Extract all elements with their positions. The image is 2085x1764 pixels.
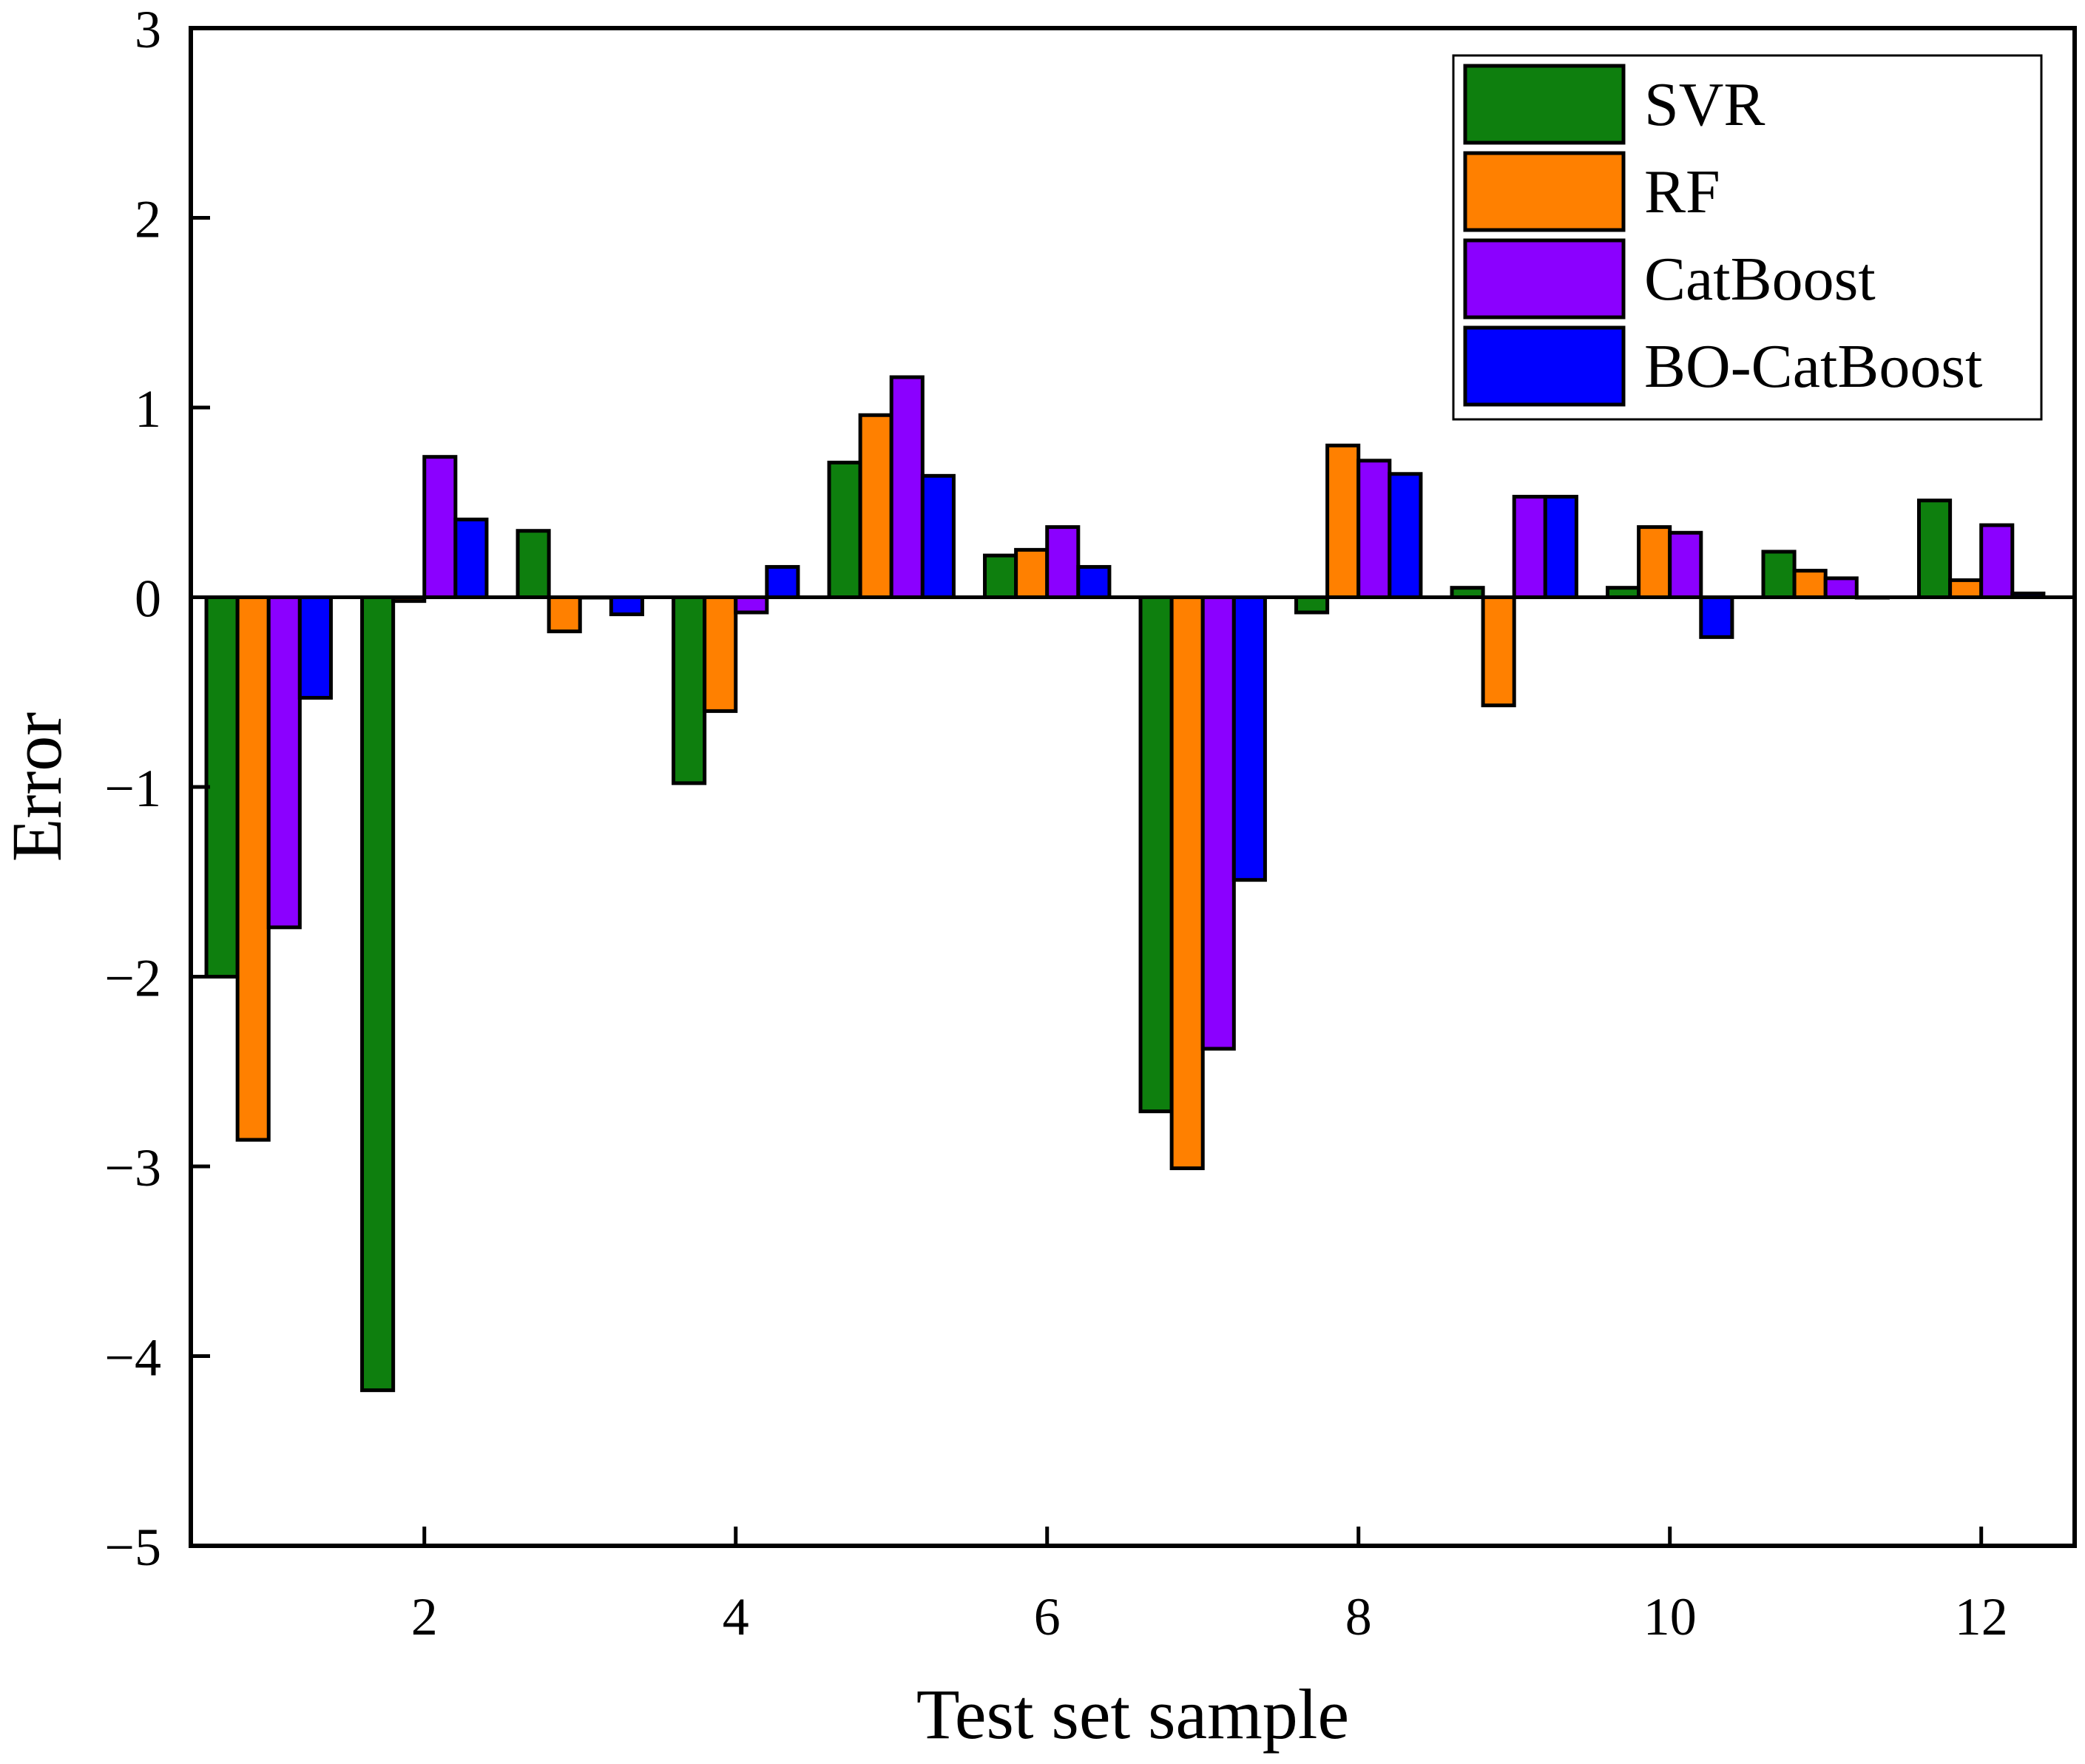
bar-bo-catboost-sample-7 — [1231, 595, 1267, 882]
bar-bo-catboost-sample-9 — [1543, 495, 1578, 599]
bar-bo-catboost-sample-3 — [609, 595, 644, 617]
y-tick-label: 0 — [135, 570, 161, 629]
legend-swatch — [1463, 64, 1626, 145]
bar-catboost-sample-2 — [422, 455, 458, 599]
bar-svr-sample-11 — [1761, 550, 1797, 600]
bar-rf-sample-10 — [1637, 525, 1672, 599]
y-tick-label: −2 — [104, 949, 161, 1008]
legend-swatch — [1463, 151, 1626, 232]
bar-rf-sample-7 — [1169, 595, 1205, 1171]
bar-bo-catboost-sample-6 — [1076, 564, 1112, 600]
y-tick-label: −1 — [104, 759, 161, 818]
y-axis: −5 −4 −3 −2 −1 0 1 2 3 — [104, 0, 210, 1577]
legend-swatch — [1463, 238, 1626, 320]
x-tick-label: 4 — [723, 1587, 749, 1646]
x-axis: 2 4 6 8 10 12 — [411, 1527, 2008, 1646]
bar-svr-sample-7 — [1138, 595, 1174, 1114]
y-tick-label: 2 — [135, 190, 161, 249]
y-tick-label: 1 — [135, 379, 161, 439]
bar-svr-sample-1 — [204, 595, 240, 979]
bar-catboost-sample-12 — [1979, 523, 2015, 600]
y-tick-label: −4 — [104, 1328, 161, 1388]
bar-catboost-sample-1 — [266, 595, 302, 930]
bar-catboost-sample-7 — [1200, 595, 1236, 1051]
x-tick-label: 8 — [1345, 1587, 1372, 1646]
bar-rf-sample-12 — [1948, 578, 1984, 599]
x-tick-label: 6 — [1034, 1587, 1061, 1646]
bar-svr-sample-12 — [1917, 499, 1953, 599]
bar-svr-sample-8 — [1294, 595, 1330, 615]
bar-catboost-sample-6 — [1045, 525, 1081, 599]
legend-label: RF — [1644, 158, 1720, 226]
bar-rf-sample-3 — [547, 595, 582, 634]
bar-svr-sample-6 — [983, 553, 1018, 600]
y-tick-label: 3 — [135, 0, 161, 59]
bar-bo-catboost-sample-1 — [297, 595, 333, 700]
bar-svr-sample-5 — [827, 460, 862, 600]
legend: SVR RF CatBoost BO-CatBoost — [1452, 54, 2043, 421]
bar-rf-sample-9 — [1481, 595, 1516, 708]
x-tick-label: 10 — [1643, 1587, 1697, 1646]
bar-rf-sample-5 — [858, 413, 893, 600]
legend-label: SVR — [1644, 70, 1765, 139]
y-tick-label: −3 — [104, 1138, 161, 1197]
bar-rf-sample-11 — [1792, 569, 1828, 600]
bar-catboost-sample-11 — [1823, 576, 1859, 599]
bar-catboost-sample-5 — [889, 375, 925, 599]
bar-rf-sample-6 — [1014, 547, 1050, 599]
legend-swatch — [1463, 325, 1626, 407]
x-tick-label: 2 — [411, 1587, 438, 1646]
y-axis-title: Error — [0, 712, 76, 862]
bar-bo-catboost-sample-10 — [1699, 595, 1734, 639]
bar-bo-catboost-sample-5 — [920, 473, 956, 600]
bar-catboost-sample-4 — [734, 595, 769, 615]
bar-svr-sample-4 — [672, 595, 707, 785]
legend-label: BO-CatBoost — [1644, 332, 1982, 401]
bar-catboost-sample-9 — [1512, 495, 1547, 599]
bar-bo-catboost-sample-8 — [1388, 472, 1423, 600]
plot-frame — [189, 26, 2077, 1548]
bar-catboost-sample-10 — [1668, 530, 1703, 599]
bar-svr-sample-3 — [516, 529, 551, 599]
bar-rf-sample-1 — [235, 595, 271, 1142]
bar-bo-catboost-sample-4 — [765, 564, 800, 600]
y-tick-label: −5 — [104, 1518, 161, 1577]
bar-rf-sample-8 — [1325, 443, 1361, 599]
x-tick-label: 12 — [1955, 1587, 2008, 1646]
bar-svr-sample-2 — [360, 595, 396, 1393]
bar-catboost-sample-8 — [1356, 459, 1392, 599]
bar-rf-sample-4 — [703, 595, 738, 713]
x-axis-title: Test set sample — [916, 1675, 1349, 1754]
bar-bo-catboost-sample-2 — [453, 517, 489, 600]
legend-label: CatBoost — [1644, 245, 1876, 314]
